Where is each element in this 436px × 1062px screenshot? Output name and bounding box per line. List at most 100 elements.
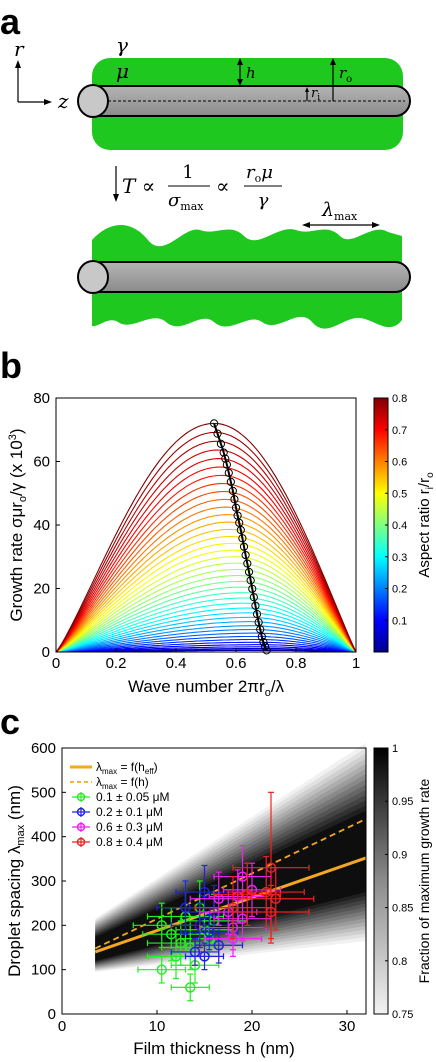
growth-curve — [55, 449, 357, 653]
growth-curve — [55, 542, 357, 653]
growth-curve — [55, 641, 357, 653]
x-tick-label: 10 — [149, 1018, 166, 1035]
peak-marker — [221, 454, 230, 463]
plot-c-ylabel-main: Droplet spacing λ — [5, 845, 24, 977]
growth-curve — [55, 580, 357, 653]
colorbar-c — [373, 747, 389, 1015]
x-tick-label: 0.2 — [106, 655, 127, 672]
x-tick-label: 20 — [244, 1018, 261, 1035]
data-marker — [156, 964, 167, 975]
colorbar-b-label: Aspect ratio ri/ro — [416, 472, 436, 578]
peak-marker — [228, 486, 237, 495]
growth-curve — [55, 602, 357, 653]
c-tick-label: 0.4 — [392, 520, 407, 532]
peak-marker — [259, 637, 268, 647]
peak-marker — [210, 419, 219, 428]
legend-label: 0.6 ± 0.3 μM — [96, 820, 163, 834]
c-tick-label: 0.5 — [392, 488, 407, 500]
growth-curve — [55, 498, 357, 653]
growth-curves — [55, 422, 357, 653]
eq-frac1-den: σmax — [168, 190, 204, 213]
lambda-label: λmax — [321, 199, 358, 223]
mu-label: μ — [116, 59, 129, 83]
peak-marker — [249, 593, 258, 602]
y-tick-label: 300 — [31, 873, 56, 890]
growth-curve — [55, 466, 357, 653]
peak-marker — [226, 477, 235, 486]
r-axis-label: r — [14, 37, 25, 61]
growth-curve — [55, 632, 357, 653]
plot-c-ylabel: Droplet spacing λmax (nm) — [5, 785, 27, 977]
growth-curve — [55, 621, 357, 653]
panel-b-letter: b — [0, 345, 22, 386]
plot-b-x-ticks: 0 0.2 0.4 0.6 0.8 1 — [52, 648, 360, 672]
data-marker — [270, 893, 281, 904]
data-marker — [199, 886, 210, 898]
plot-c-ylabel-sub: max — [15, 824, 27, 845]
plot-b-y-ticks: 0 20 40 60 80 — [33, 390, 60, 661]
y-tick-label: 60 — [33, 454, 50, 471]
c-tick-label: 0.6 — [392, 457, 407, 469]
peak-marker — [262, 646, 271, 655]
growth-curve — [55, 638, 357, 653]
data-marker — [199, 951, 210, 962]
h-arrowhead-down — [237, 79, 243, 86]
legend-label: λmax = f(h) — [96, 775, 149, 791]
peak-marker — [222, 460, 231, 469]
eq-prop: ∝ — [216, 174, 230, 198]
growth-curve — [55, 612, 357, 653]
x-tick-label: 30 — [339, 1018, 356, 1035]
peak-marker — [216, 439, 226, 448]
legend-label: 0.2 ± 0.1 μM — [96, 805, 163, 819]
c-tick-label: 0.75 — [392, 1009, 413, 1021]
colorbar-b-label-main: Aspect ratio r — [416, 489, 433, 577]
growth-curve — [55, 483, 357, 653]
growth-curve — [55, 556, 357, 653]
plot-b-ylabel-sup: 3 — [7, 434, 19, 440]
growth-curve — [55, 597, 357, 653]
lambda-arrowhead-left — [302, 222, 310, 228]
growth-curve — [55, 644, 357, 653]
plot-c-legend: λmax = f(heff)λmax = f(h)0.1 ± 0.05 μM0.… — [70, 760, 170, 849]
r-axis-arrowhead — [15, 60, 21, 68]
peak-marker — [219, 448, 228, 457]
eq-frac1-den-main: σ — [168, 190, 181, 211]
peak-marker — [251, 601, 260, 610]
peak-locus — [210, 419, 271, 655]
gamma-label: γ — [116, 33, 128, 57]
peak-marker — [260, 642, 270, 651]
band-layer — [95, 810, 366, 961]
data-points — [132, 791, 315, 1002]
c-tick-label: 0.9 — [392, 849, 407, 861]
eq-frac2-num-main: r — [246, 162, 256, 183]
legend-label-tail: = f(h) — [117, 775, 149, 789]
legend-label: λmax = f(heff) — [96, 760, 158, 776]
growth-curve — [55, 458, 357, 653]
lambda-label-main: λ — [321, 199, 334, 221]
ro-label: ro — [339, 64, 352, 85]
c-tick-label: 0.8 — [392, 393, 407, 405]
peak-marker — [239, 542, 249, 551]
growth-curve — [55, 586, 357, 653]
peak-marker — [213, 429, 222, 438]
peak-marker — [243, 559, 252, 568]
ri-label-sub: i — [317, 93, 320, 103]
panel-a-letter: a — [0, 1, 21, 42]
x-tick-label: 0.4 — [166, 655, 187, 672]
data-marker — [213, 940, 224, 951]
ri-arrowhead — [305, 87, 309, 92]
fiber-bottom-end — [77, 260, 109, 294]
y-tick-label: 500 — [31, 784, 56, 801]
plot-b-ylabel: Growth rate σμro/γ (x 103) — [7, 428, 29, 621]
legend-label-sub: max — [102, 782, 117, 791]
ro-label-main: r — [339, 64, 347, 82]
lambda-label-sub: max — [334, 210, 358, 223]
peak-marker — [238, 534, 247, 543]
y-tick-label: 20 — [33, 581, 50, 598]
growth-curve — [55, 528, 357, 653]
h-label: h — [246, 64, 256, 82]
panel-a: a r z γ μ h ro ri T ∝ 1 σmax — [0, 1, 411, 329]
eq-frac2-num-tail: μ — [261, 162, 273, 183]
legend-label-sub: max — [102, 767, 117, 776]
